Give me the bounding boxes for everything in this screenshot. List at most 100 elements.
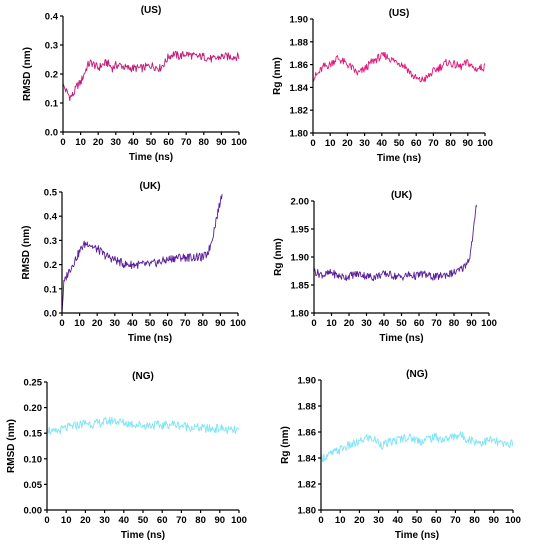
x-tick-label: 20 xyxy=(92,318,103,329)
y-tick-label: 0.2 xyxy=(44,260,57,271)
x-axis-title: Time (ns) xyxy=(379,333,423,344)
x-tick-label: 100 xyxy=(477,138,493,149)
series-line xyxy=(313,204,478,282)
y-tick-label: 0.3 xyxy=(44,236,57,247)
y-tick-label: 1.86 xyxy=(298,428,317,439)
x-tick-label: 40 xyxy=(128,137,139,148)
x-tick-label: 60 xyxy=(162,318,173,329)
y-tick-label: 0.5 xyxy=(44,188,58,199)
series-line xyxy=(312,51,486,83)
x-tick-label: 0 xyxy=(60,137,65,148)
x-tick-label: 100 xyxy=(505,515,521,526)
x-tick-label: 80 xyxy=(199,137,210,148)
x-tick-label: 50 xyxy=(145,318,156,329)
series-line xyxy=(46,416,240,435)
chart-title: (US) xyxy=(389,8,410,19)
series-line xyxy=(320,431,514,463)
x-tick-label: 10 xyxy=(335,515,346,526)
chart-panel-1: (US) 0 10 20 30 40 50 60 70 80 90 100 0.0 0.1 0.2 0.3 0.… xyxy=(22,5,247,163)
x-tick-label: 30 xyxy=(361,318,372,329)
y-tick-label: 2.00 xyxy=(291,197,310,208)
x-tick-label: 30 xyxy=(359,138,370,149)
y-tick-label: 1.80 xyxy=(291,309,310,320)
y-axis-title: Rg (nm) xyxy=(272,57,283,95)
y-tick-label: 1.84 xyxy=(298,454,317,465)
x-tick-label: 90 xyxy=(215,318,226,329)
x-axis-title: Time (ns) xyxy=(129,152,173,163)
y-tick-label: 0.2 xyxy=(45,70,58,81)
x-tick-label: 70 xyxy=(431,318,442,329)
y-axis-title: Rg (nm) xyxy=(280,426,291,464)
x-tick-label: 40 xyxy=(119,515,130,526)
x-tick-label: 0 xyxy=(44,515,49,526)
y-tick-label: 0.4 xyxy=(45,12,59,23)
x-tick-label: 40 xyxy=(127,318,138,329)
y-tick-label: 1.90 xyxy=(290,15,309,26)
x-tick-label: 80 xyxy=(469,515,480,526)
x-tick-label: 30 xyxy=(111,137,122,148)
y-tick-label: 0.00 xyxy=(24,506,43,517)
series-line xyxy=(62,50,240,102)
x-axis-title: Time (ns) xyxy=(121,530,165,541)
y-tick-label: 0.0 xyxy=(44,309,57,320)
chart-panel-4: (UK) 0 10 20 30 40 50 60 70 80 90 100 1.80 1.85 1.90 1.… xyxy=(273,190,497,344)
x-tick-label: 30 xyxy=(110,318,121,329)
x-tick-label: 80 xyxy=(445,138,456,149)
x-tick-label: 100 xyxy=(231,515,247,526)
x-tick-label: 20 xyxy=(354,515,365,526)
x-tick-label: 100 xyxy=(481,318,497,329)
chart-title: (UK) xyxy=(139,181,160,192)
chart-panel-5: (NG) 0 10 20 30 40 50 60 70 80 90 100 0.00 0.05 0.10 0.… xyxy=(6,371,247,541)
y-tick-label: 1.90 xyxy=(291,253,310,264)
series-line xyxy=(61,194,223,314)
y-tick-label: 0.3 xyxy=(45,41,58,52)
x-tick-label: 20 xyxy=(342,138,353,149)
x-tick-label: 40 xyxy=(393,515,404,526)
x-tick-label: 90 xyxy=(463,138,474,149)
x-tick-label: 90 xyxy=(215,515,226,526)
y-axis-title: RMSD (nm) xyxy=(21,226,32,280)
x-tick-label: 50 xyxy=(394,138,405,149)
x-tick-label: 70 xyxy=(450,515,461,526)
x-tick-label: 0 xyxy=(311,318,316,329)
x-tick-label: 80 xyxy=(449,318,460,329)
y-tick-label: 1.82 xyxy=(298,480,317,491)
y-tick-label: 1.85 xyxy=(291,281,310,292)
x-tick-label: 80 xyxy=(198,318,209,329)
y-tick-label: 1.88 xyxy=(298,402,317,413)
x-tick-label: 100 xyxy=(231,137,247,148)
x-tick-label: 10 xyxy=(326,318,337,329)
y-tick-label: 0.4 xyxy=(44,212,58,223)
x-tick-label: 60 xyxy=(163,137,174,148)
x-tick-label: 10 xyxy=(325,138,336,149)
y-tick-label: 0.1 xyxy=(44,284,58,295)
y-axis-title: RMSD (nm) xyxy=(22,47,33,101)
x-tick-label: 60 xyxy=(431,515,442,526)
y-tick-label: 1.82 xyxy=(290,106,309,117)
x-tick-label: 20 xyxy=(344,318,355,329)
y-tick-label: 1.86 xyxy=(290,60,309,71)
chart-panel-3: (UK) 0 10 20 30 40 50 60 70 80 90 100 0.0 0.1 0.2 0.3 0.… xyxy=(21,181,246,344)
x-tick-label: 0 xyxy=(310,138,315,149)
y-tick-label: 1.88 xyxy=(290,37,309,48)
chart-title: (NG) xyxy=(406,369,428,380)
x-tick-label: 80 xyxy=(195,515,206,526)
x-tick-label: 50 xyxy=(138,515,149,526)
x-tick-label: 30 xyxy=(99,515,110,526)
y-tick-label: 0.0 xyxy=(45,128,58,139)
x-tick-label: 20 xyxy=(93,137,104,148)
chart-panel-6: (NG) 0 10 20 30 40 50 60 70 80 90 100 1.80 1.82 1.84 1.… xyxy=(280,369,521,541)
x-tick-label: 90 xyxy=(489,515,500,526)
y-tick-label: 1.95 xyxy=(291,225,310,236)
x-tick-label: 10 xyxy=(74,318,85,329)
y-axis-title: Rg (nm) xyxy=(273,238,284,276)
y-tick-label: 1.84 xyxy=(290,83,309,94)
chart-panel-2: (US) 0 10 20 30 40 50 60 70 80 90 100 1.80 1.82 1.84 1.… xyxy=(272,8,493,164)
x-tick-label: 40 xyxy=(379,318,390,329)
y-tick-label: 0.15 xyxy=(24,429,43,440)
x-tick-label: 60 xyxy=(414,318,425,329)
y-tick-label: 1.80 xyxy=(298,506,317,517)
y-tick-label: 0.10 xyxy=(24,454,43,465)
y-tick-label: 1.90 xyxy=(298,376,317,387)
